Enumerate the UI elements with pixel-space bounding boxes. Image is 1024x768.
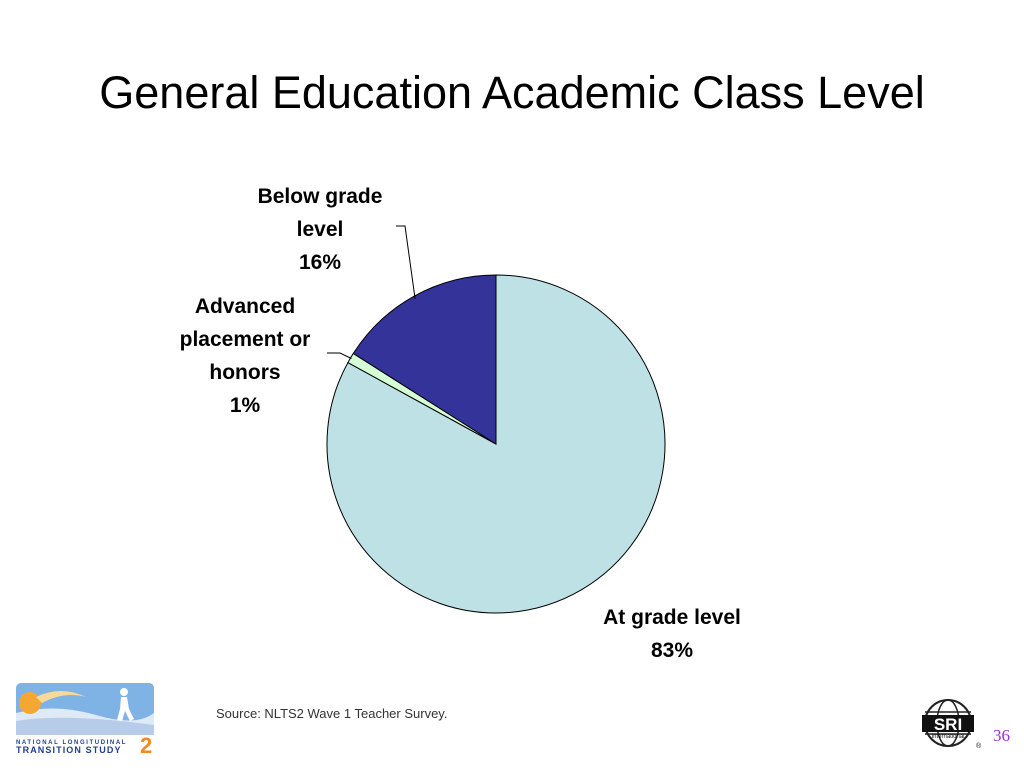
- nlts2-logo-number: 2: [140, 733, 153, 758]
- leader-line-2: [396, 225, 416, 299]
- slice-label-1: Advanced placement or honors 1%: [180, 295, 311, 417]
- slice-labels: At grade level 83% Advanced placement or hon…: [180, 185, 741, 662]
- globe-icon: [922, 699, 974, 747]
- slice-label-0-line-1: 83%: [651, 639, 693, 662]
- slice-label-1-line-3: 1%: [230, 394, 261, 417]
- slice-label-2-line-2: 16%: [299, 251, 341, 274]
- slice-label-1-line-2: honors: [209, 361, 280, 384]
- leader-line-1: [327, 352, 352, 359]
- leader-lines: [327, 225, 416, 359]
- sri-logo-mark: ®: [976, 742, 982, 750]
- nlts2-logo-line2: TRANSITION STUDY: [16, 745, 122, 755]
- slice-label-0-line-0: At grade level: [603, 606, 741, 629]
- slice-label-2: Below grade level 16%: [258, 185, 383, 274]
- pie-slice-0: [326, 274, 666, 614]
- nlts2-logo-line1: NATIONAL LONGITUDINAL: [16, 740, 128, 746]
- pie-slices: [326, 274, 666, 614]
- slice-label-2-line-0: Below grade: [258, 185, 383, 208]
- nlts2-logo: NATIONAL LONGITUDINAL TRANSITION STUDY 2: [16, 683, 156, 758]
- source-note: Source: NLTS2 Wave 1 Teacher Survey.: [216, 706, 448, 721]
- nlts2-logo-graphic: [16, 683, 154, 735]
- slice-label-1-line-1: placement or: [180, 328, 311, 351]
- slice-label-0: At grade level 83%: [603, 606, 741, 662]
- sri-logo-subtext: International: [931, 734, 964, 740]
- slide-title: General Education Academic Class Level: [99, 67, 925, 118]
- slice-label-2-line-1: level: [297, 218, 344, 241]
- slice-label-1-line-0: Advanced: [195, 295, 295, 318]
- sri-logo-text: SRI: [934, 715, 962, 734]
- sri-logo: SRI International ®: [922, 699, 982, 750]
- page-number: 36: [993, 726, 1010, 745]
- walking-person-icon: [117, 688, 134, 721]
